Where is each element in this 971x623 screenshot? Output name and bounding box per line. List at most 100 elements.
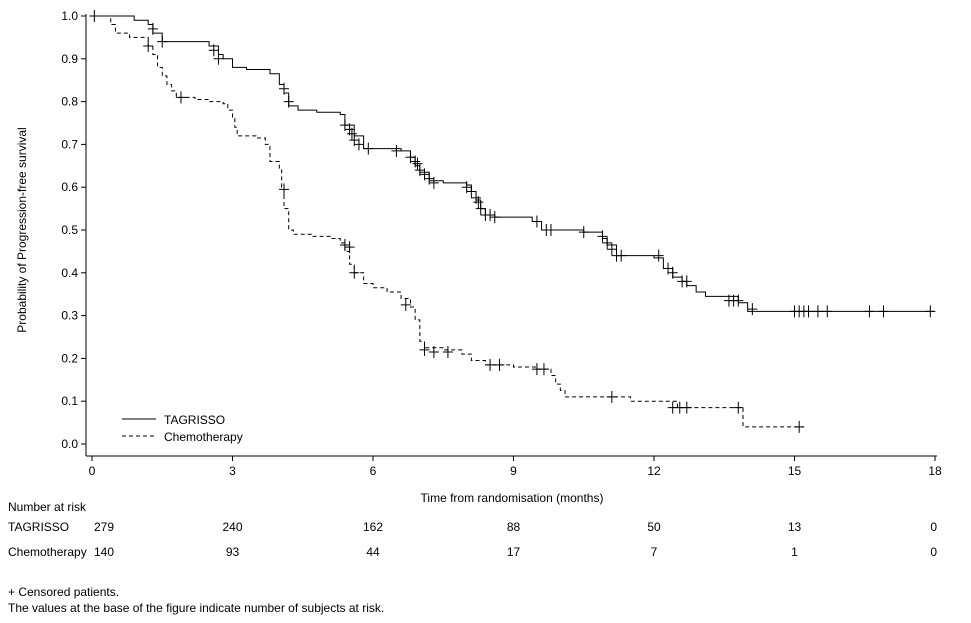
censor-mark-chemotherapy bbox=[442, 345, 453, 358]
censor-mark-tagrisso bbox=[681, 275, 692, 288]
censor-mark-tagrisso bbox=[475, 202, 486, 215]
censor-mark-tagrisso bbox=[489, 211, 500, 224]
risk-row-label: TAGRISSO bbox=[8, 520, 69, 534]
censor-mark-tagrisso bbox=[473, 196, 484, 209]
risk-row-label: Chemotherapy bbox=[8, 545, 87, 559]
y-tick-label: 0.0 bbox=[61, 437, 78, 451]
censor-mark-tagrisso bbox=[208, 44, 219, 57]
censor-mark-tagrisso bbox=[803, 305, 814, 318]
risk-value: 279 bbox=[94, 520, 114, 534]
risk-value: 0 bbox=[930, 520, 937, 534]
risk-value: 7 bbox=[651, 545, 658, 559]
censor-mark-tagrisso bbox=[147, 22, 158, 35]
censor-mark-tagrisso bbox=[531, 215, 542, 228]
censor-mark-tagrisso bbox=[653, 249, 664, 262]
censor-mark-tagrisso bbox=[812, 305, 823, 318]
x-tick-label: 9 bbox=[510, 464, 517, 478]
risk-value: 0 bbox=[930, 545, 937, 559]
x-tick-label: 15 bbox=[788, 464, 802, 478]
legend-label-tagrisso: TAGRISSO bbox=[164, 413, 225, 427]
y-tick-label: 0.2 bbox=[61, 351, 78, 365]
x-tick-label: 0 bbox=[89, 464, 96, 478]
y-tick-label: 0.9 bbox=[61, 52, 78, 66]
y-tick-label: 0.1 bbox=[61, 394, 78, 408]
x-tick-label: 6 bbox=[370, 464, 377, 478]
risk-value: 140 bbox=[94, 545, 114, 559]
legend-label-chemotherapy: Chemotherapy bbox=[164, 430, 243, 444]
censor-mark-tagrisso bbox=[279, 82, 290, 95]
censor-mark-chemotherapy bbox=[538, 363, 549, 376]
risk-value: 44 bbox=[366, 545, 380, 559]
censor-mark-tagrisso bbox=[667, 266, 678, 279]
censor-mark-tagrisso bbox=[597, 230, 608, 243]
risk-value: 17 bbox=[507, 545, 521, 559]
censor-mark-tagrisso bbox=[428, 176, 439, 189]
chart-ticks: 0.0 0.1 0.2 0.3 0.4 0.5 0.6 0.7 0.8 0.9 1.0 0 3 6 9 12 1… bbox=[61, 9, 942, 478]
censor-mark-chemotherapy bbox=[339, 238, 350, 251]
censor-mark-tagrisso bbox=[864, 305, 875, 318]
censor-mark-chemotherapy bbox=[419, 343, 430, 356]
risk-value: 13 bbox=[788, 520, 802, 534]
censor-mark-chemotherapy bbox=[428, 345, 439, 358]
censor-mark-tagrisso bbox=[545, 224, 556, 236]
x-tick-label: 12 bbox=[647, 464, 661, 478]
risk-value: 240 bbox=[222, 520, 242, 534]
x-tick-label: 3 bbox=[229, 464, 236, 478]
curve-chemotherapy bbox=[92, 15, 804, 428]
chart-legend: TAGRISSO Chemotherapy bbox=[122, 413, 243, 444]
censor-mark-tagrisso bbox=[602, 236, 613, 249]
censor-mark-tagrisso bbox=[606, 243, 617, 256]
censor-mark-chemotherapy bbox=[279, 183, 290, 196]
censor-mark-chemotherapy bbox=[349, 266, 360, 279]
censor-mark-tagrisso bbox=[391, 144, 402, 157]
censor-mark-tagrisso bbox=[466, 185, 477, 198]
risk-table-heading: Number at risk bbox=[8, 500, 87, 514]
censor-mark-chemotherapy bbox=[494, 358, 505, 371]
censor-mark-tagrisso bbox=[878, 305, 889, 318]
y-tick-label: 0.6 bbox=[61, 180, 78, 194]
risk-footnote: The values at the base of the figure ind… bbox=[8, 601, 385, 615]
risk-value: 162 bbox=[363, 520, 383, 534]
censor-mark-tagrisso bbox=[283, 95, 294, 108]
risk-value: 93 bbox=[226, 545, 240, 559]
censor-mark-tagrisso bbox=[485, 209, 496, 222]
censor-mark-tagrisso bbox=[353, 138, 364, 151]
censor-mark-tagrisso bbox=[157, 35, 168, 48]
censor-mark-tagrisso bbox=[822, 305, 833, 318]
risk-value: 50 bbox=[647, 520, 661, 534]
censor-mark-chemotherapy bbox=[794, 420, 805, 433]
censor-mark-chemotherapy bbox=[733, 401, 744, 414]
censor-mark-tagrisso bbox=[346, 127, 357, 140]
censor-mark-chemotherapy bbox=[606, 390, 617, 403]
censor-mark-tagrisso bbox=[616, 249, 627, 262]
censor-mark-tagrisso bbox=[363, 142, 374, 155]
risk-table: Number at risk TAGRISSO 279 240 162 88 50 13 0 Ch… bbox=[8, 500, 937, 559]
censor-mark-tagrisso bbox=[213, 52, 224, 65]
censor-mark-chemotherapy bbox=[175, 91, 186, 104]
y-tick-label: 0.4 bbox=[61, 266, 78, 280]
censor-mark-tagrisso bbox=[578, 226, 589, 239]
x-axis-label: Time from randomisation (months) bbox=[421, 491, 604, 505]
censor-mark-chemotherapy bbox=[344, 241, 355, 254]
y-tick-label: 0.8 bbox=[61, 95, 78, 109]
risk-value: 1 bbox=[791, 545, 798, 559]
censor-mark-chemotherapy bbox=[143, 39, 154, 52]
chart-curves bbox=[89, 10, 936, 433]
censored-footnote: + Censored patients. bbox=[8, 585, 120, 599]
y-tick-label: 0.3 bbox=[61, 309, 78, 323]
censor-mark-tagrisso bbox=[410, 155, 421, 168]
y-tick-label: 1.0 bbox=[61, 9, 78, 23]
y-tick-label: 0.7 bbox=[61, 137, 78, 151]
censor-mark-tagrisso bbox=[733, 294, 744, 307]
censor-mark-chemotherapy bbox=[400, 298, 411, 311]
censor-mark-tagrisso bbox=[925, 305, 936, 318]
chart-axes bbox=[85, 14, 937, 457]
censor-mark-chemotherapy bbox=[681, 401, 692, 414]
censor-mark-tagrisso bbox=[412, 157, 423, 170]
censor-mark-chemotherapy bbox=[485, 358, 496, 371]
y-tick-label: 0.5 bbox=[61, 223, 78, 237]
risk-value: 88 bbox=[507, 520, 521, 534]
y-axis-label: Probability of Progression-free survival bbox=[15, 127, 29, 332]
x-tick-label: 18 bbox=[928, 464, 942, 478]
